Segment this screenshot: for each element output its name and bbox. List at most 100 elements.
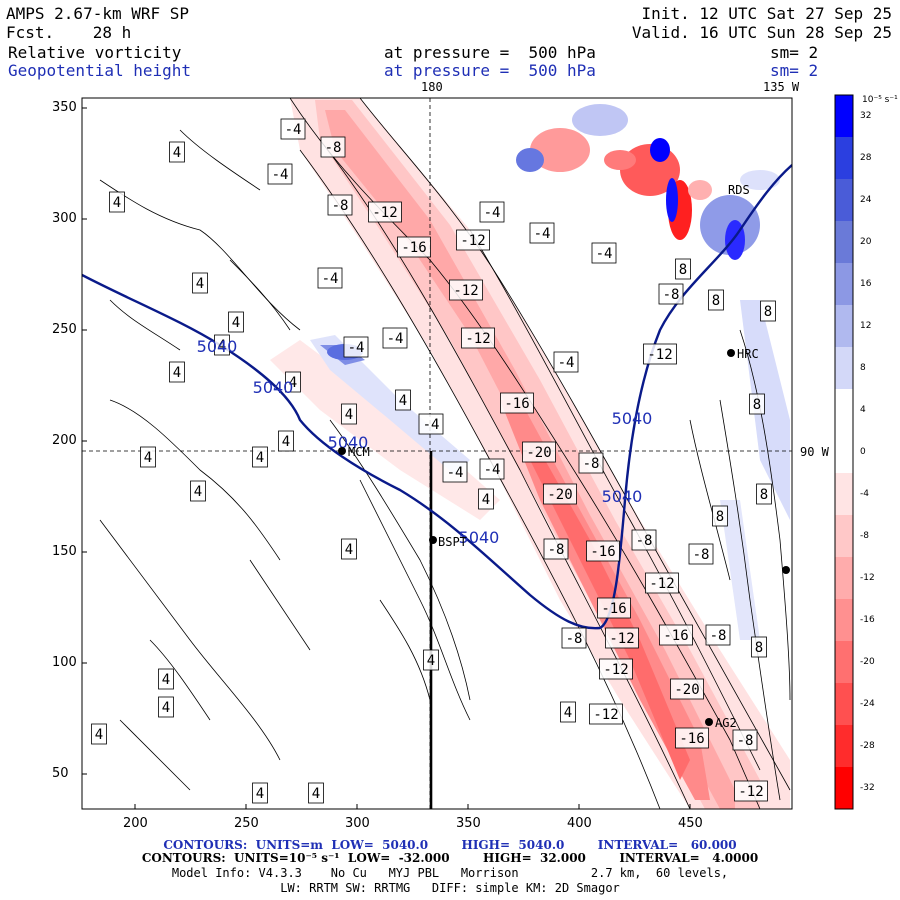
height-contour-label: 5040 — [253, 378, 294, 397]
height-contour-label: 5040 — [602, 487, 643, 506]
colorbar-label: 0 — [860, 447, 866, 457]
vorticity-pos-label-box — [675, 258, 691, 280]
vorticity-neg-label: -4 — [534, 226, 551, 242]
vorticity-neg-label-box — [543, 538, 569, 560]
vorticity-pos-label: 4 — [399, 393, 407, 409]
y-tick-label: 200 — [52, 433, 77, 448]
colorbar-swatch — [835, 389, 853, 432]
y-tick-label: 50 — [52, 766, 69, 781]
vorticity-pos-label: 4 — [196, 276, 204, 292]
vorticity-pos-label: 4 — [345, 407, 353, 423]
vorticity-neg-label: -8 — [710, 628, 727, 644]
vorticity-neg-label: -16 — [679, 731, 704, 747]
colorbar-swatch — [835, 305, 853, 348]
vorticity-neg-label: -12 — [738, 784, 763, 800]
vorticity-neg-label-box — [631, 529, 657, 551]
colorbar-swatch — [835, 221, 853, 264]
vorticity-pos-label-box — [341, 538, 357, 560]
vorticity-neg-label-box — [461, 327, 495, 349]
vorticity-pos-label: 8 — [679, 262, 687, 278]
vorticity-neg-label: -8 — [332, 198, 349, 214]
vorticity-neg-label-box — [732, 729, 758, 751]
vorticity-neg-label-box — [418, 413, 444, 435]
colorbar-label: 28 — [860, 153, 872, 163]
filled-vorticity-field — [82, 98, 792, 809]
vorticity-neg-label-box — [317, 267, 343, 289]
vorticity-pos-label-box — [560, 701, 576, 723]
vorticity-pos-label-box — [192, 272, 208, 294]
vorticity-neg-label-box — [327, 194, 353, 216]
colorbar-swatch — [835, 95, 853, 138]
vorticity-neg-label-box — [456, 229, 490, 251]
height-contour-label: 5040 — [328, 433, 369, 452]
vorticity-pos-label-box — [158, 668, 174, 690]
vorticity-neg-label-box — [368, 201, 402, 223]
vorticity-pos-label: 4 — [194, 484, 202, 500]
vorticity-pos-label-box — [140, 446, 156, 468]
vorticity-pos-label-box — [760, 300, 776, 322]
colorbar-swatch — [835, 137, 853, 180]
x-tick-label: 200 — [123, 816, 148, 831]
vorticity-pos-label: 8 — [716, 509, 724, 525]
vorticity-pos-label: 4 — [173, 365, 181, 381]
vorticity-neg-label-box — [643, 343, 677, 365]
footer-physics-info: LW: RRTM SW: RRTMG DIFF: simple KM: 2D S… — [280, 881, 620, 895]
vorticity-neg-label: -20 — [526, 445, 551, 461]
vorticity-neg-label-box — [597, 597, 631, 619]
station-bspt-label: BSPT — [438, 535, 467, 549]
colorbar-swatch — [835, 599, 853, 642]
x-tick-label: 450 — [678, 816, 703, 831]
vorticity-neg-label-box — [688, 543, 714, 565]
station-bspt-marker — [429, 536, 437, 544]
field1-name: Relative vorticity — [8, 43, 182, 62]
vorticity-pos-label: 4 — [482, 492, 490, 508]
vorticity-neg-label: -4 — [596, 246, 613, 262]
vorticity-pos-label-box — [749, 393, 765, 415]
vorticity-neg-label: -8 — [693, 547, 710, 563]
colorbar-unit: 10⁻⁵ s⁻¹ — [862, 95, 898, 105]
vorticity-pos-label: 4 — [256, 450, 264, 466]
vorticity-neg-label: -4 — [484, 462, 501, 478]
vorticity-pos-label: 8 — [760, 487, 768, 503]
vorticity-neg-label-box — [670, 678, 704, 700]
field1-level: at pressure = 500 hPa — [384, 43, 596, 62]
vorticity-neg-label-box — [599, 658, 633, 680]
vorticity-neg-label: -12 — [465, 331, 490, 347]
vorticity-neg-label-box — [479, 201, 505, 223]
vorticity-neg-label-box — [343, 336, 369, 358]
lat-90w-label: 90 W — [800, 445, 829, 459]
vorticity-pos-label-box — [169, 141, 185, 163]
vorticity-pos-label-box — [252, 446, 268, 468]
vorticity-neg-label-box — [561, 627, 587, 649]
y-tick-label: 150 — [52, 544, 77, 559]
colorbar-swatch — [835, 515, 853, 558]
vorticity-neg-label: -4 — [387, 331, 404, 347]
vorticity-neg-label: -12 — [372, 205, 397, 221]
vorticity-neg-label-box — [543, 483, 577, 505]
station-edge-marker — [782, 566, 790, 574]
field2-smoothing: sm= 2 — [770, 61, 819, 80]
colorbar-label: 16 — [860, 279, 872, 289]
station-hrc-marker — [727, 349, 735, 357]
colorbar-label: 32 — [860, 111, 872, 121]
vorticity-pos-label: 4 — [144, 450, 152, 466]
vorticity-neg-label-box — [659, 624, 693, 646]
vorticity-pos-label: 4 — [162, 700, 170, 716]
y-tick-label: 100 — [52, 655, 77, 670]
init-time: Init. 12 UTC Sat 27 Sep 25 — [641, 4, 892, 23]
colorbar-swatch — [835, 431, 853, 474]
vorticity-neg-label: -8 — [737, 733, 754, 749]
vorticity-neg-label-box — [578, 452, 604, 474]
colorbar-label: -24 — [860, 699, 875, 709]
vorticity-neg-label: -16 — [590, 544, 615, 560]
x-tick-label: 300 — [345, 816, 370, 831]
vorticity-pos-label-box — [395, 389, 411, 411]
vorticity-neg-label-box — [522, 441, 556, 463]
vorticity-neg-label: -12 — [603, 662, 628, 678]
vorticity-pos-label: 4 — [173, 145, 181, 161]
y-tick-label: 350 — [52, 100, 77, 115]
vorticity-pos-label-box — [109, 191, 125, 213]
vorticity-pos-label: 4 — [564, 705, 572, 721]
vorticity-pos-label: 4 — [162, 672, 170, 688]
